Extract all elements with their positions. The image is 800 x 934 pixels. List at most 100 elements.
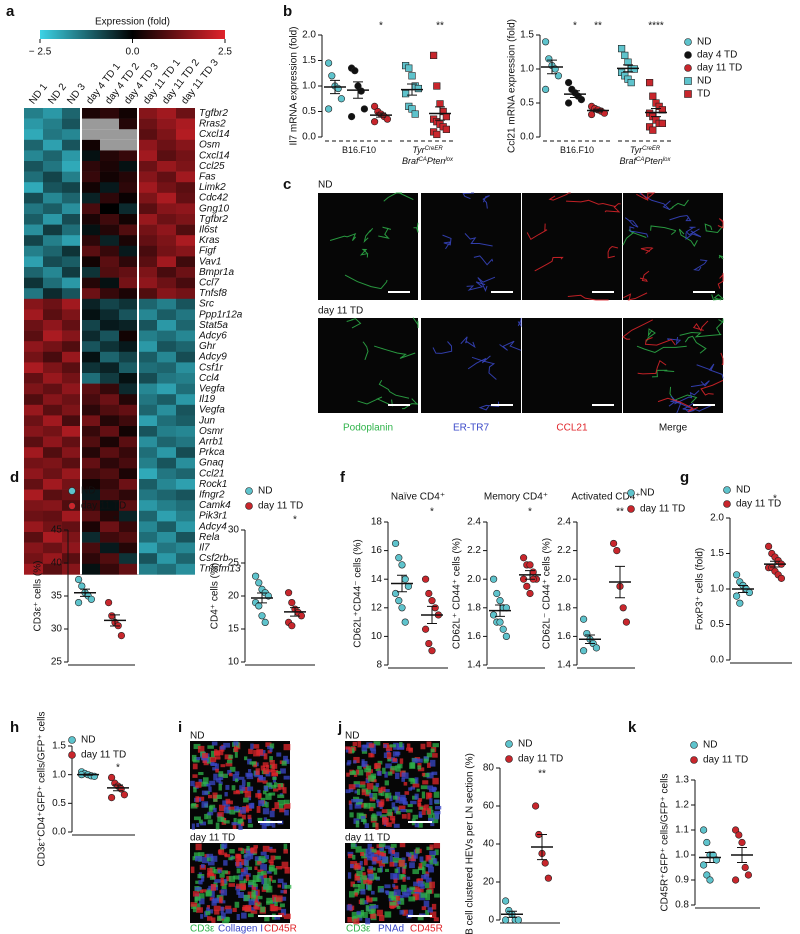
cell-stain — [257, 861, 262, 865]
cell-stain — [212, 767, 216, 771]
fiber — [696, 363, 724, 379]
cell-stain — [353, 783, 360, 788]
heatmap-cell — [24, 479, 43, 490]
group-label-part: CreER — [642, 146, 661, 152]
significance: * — [116, 763, 120, 774]
data-point — [496, 597, 504, 605]
heatmap-cell — [43, 288, 62, 300]
heatmap-cell — [81, 404, 100, 416]
y-tick-label: 1.1 — [675, 825, 689, 836]
group-label: B16.F10 — [342, 145, 376, 155]
cell-stain — [218, 781, 223, 785]
cell-stain — [425, 863, 429, 868]
cell-stain — [348, 800, 352, 806]
row-label: ND — [190, 731, 204, 742]
heatmap-cell — [24, 171, 43, 183]
row-label: Csf1r — [199, 362, 224, 373]
cell-stain — [220, 889, 228, 896]
cell-stain — [275, 865, 282, 870]
missing-cell — [119, 139, 138, 151]
heatmap-cell — [81, 553, 100, 565]
cell-stain — [193, 786, 197, 793]
heatmap-cell — [138, 150, 157, 162]
cell-stain — [399, 874, 405, 880]
cell-stain — [426, 772, 434, 779]
heatmap-cell — [43, 489, 62, 501]
cell-stain — [347, 760, 352, 764]
cell-stain — [236, 868, 241, 874]
cell-stain — [279, 808, 286, 813]
cell-stain — [206, 756, 212, 764]
data-point — [392, 539, 400, 548]
cell-stain — [345, 746, 351, 750]
data-point — [252, 572, 260, 580]
cell-stain — [243, 867, 249, 874]
cell-stain — [358, 784, 366, 788]
y-tick-label: 1.2 — [675, 800, 689, 811]
cell-stain — [412, 758, 418, 764]
heatmap-cell — [62, 542, 81, 554]
cell-stain — [227, 769, 232, 775]
heatmap-cell — [157, 118, 176, 130]
row-label: Cdc42 — [199, 193, 228, 204]
cell-stain — [199, 893, 205, 899]
heatmap-cell — [138, 224, 157, 236]
heatmap-cell — [119, 118, 138, 130]
cell-stain — [406, 876, 411, 880]
cell-stain — [254, 900, 259, 905]
heatmap-cell — [176, 468, 195, 480]
cell-stain — [277, 878, 284, 884]
cell-stain — [269, 743, 275, 749]
legend-label: day 11 TD — [258, 501, 303, 512]
cell-stain — [394, 852, 400, 858]
error-bar — [407, 83, 417, 96]
cell-stain — [408, 777, 415, 782]
group-label-part: B16.F10 — [560, 145, 594, 155]
micrograph — [623, 193, 723, 300]
heatmap-cell — [176, 383, 195, 395]
fiber — [607, 245, 619, 259]
data-point — [433, 130, 441, 139]
heatmap-cell — [100, 447, 119, 459]
cell-stain — [266, 885, 273, 893]
heatmap-cell — [119, 373, 138, 384]
cell-stain — [367, 879, 372, 885]
cell-stain — [354, 892, 358, 897]
cell-stain — [236, 889, 241, 895]
panel-letter: h — [10, 719, 19, 736]
fiber — [383, 192, 414, 202]
data-point — [493, 589, 501, 598]
heatmap-cell — [100, 394, 119, 406]
heatmap-cell — [43, 362, 62, 374]
cell-stain — [255, 793, 261, 798]
fiber — [567, 294, 609, 301]
cell-stain — [393, 795, 398, 800]
cell-stain — [398, 857, 402, 862]
cell-stain — [378, 843, 386, 848]
data-point — [613, 546, 621, 555]
heatmap-cell — [24, 447, 43, 459]
cell-stain — [254, 866, 258, 870]
row-label: Prkca — [199, 447, 225, 458]
y-axis-label: FoxP3⁺ cells (fold) — [695, 548, 706, 631]
cell-stain — [211, 762, 217, 767]
heatmap-cell — [157, 277, 176, 289]
cell-stain — [370, 913, 376, 919]
group-label-part: B16.F10 — [342, 145, 376, 155]
cell-stain — [410, 786, 416, 790]
cell-stain — [252, 875, 260, 882]
cell-stain — [196, 903, 201, 910]
cell-stain — [434, 849, 439, 856]
y-tick-label: 30 — [228, 525, 240, 536]
y-tick-label: 1.5 — [302, 55, 316, 66]
y-axis-label: CD3ε⁺CD4⁺GFP⁺ cells/GFP⁺ cells — [37, 711, 48, 866]
cell-stain — [391, 818, 396, 824]
y-axis-label: Ccl21 mRNA expression (fold) — [507, 19, 518, 153]
stain-label: ER-TR7 — [453, 423, 490, 434]
row-label: Tgfbr2 — [199, 214, 228, 225]
cell-stain — [412, 783, 420, 788]
cell-stain — [390, 873, 397, 880]
data-point — [371, 102, 379, 110]
fiber — [471, 356, 497, 380]
cell-stain — [268, 859, 274, 863]
